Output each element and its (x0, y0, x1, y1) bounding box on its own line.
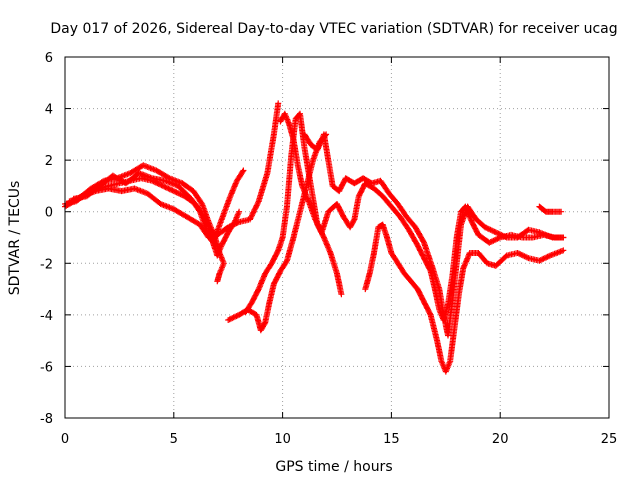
y-tick-label-6: 4 (45, 103, 53, 118)
x-tick-label-5: 25 (601, 432, 618, 447)
series-markers-8 (362, 221, 567, 375)
x-axis-label: GPS time / hours (275, 459, 392, 475)
y-tick-label-3: -2 (40, 257, 53, 272)
x-tick-label-0: 0 (61, 432, 69, 447)
series-markers-7 (301, 131, 567, 339)
plot-frame (64, 56, 610, 419)
x-tick-label-2: 10 (274, 432, 291, 447)
series-track-8 (301, 131, 567, 339)
series-track-7 (277, 110, 567, 323)
series-markers-6 (277, 110, 567, 323)
y-tick-label-0: -8 (40, 412, 53, 427)
y-axis-label: SDTVAR / TECUs (7, 181, 23, 296)
series-markers-9 (536, 203, 565, 215)
series-markers-2 (66, 100, 282, 241)
series-track-4 (70, 167, 247, 246)
x-tick-label-1: 5 (170, 432, 178, 447)
data-points (62, 100, 567, 375)
series-track-5 (225, 131, 330, 334)
axis-ticks: 0 5 10 15 20 25 -8 -6 -4 -2 0 2 4 6 (40, 51, 617, 447)
y-tick-label-1: -6 (40, 360, 53, 375)
series-track-9 (362, 221, 567, 375)
y-tick-label-5: 2 (45, 154, 53, 169)
series-markers-3 (70, 167, 247, 246)
series-track-3 (66, 100, 282, 241)
x-tick-label-3: 15 (383, 432, 400, 447)
y-tick-label-7: 6 (45, 51, 53, 66)
y-tick-label-4: 0 (45, 206, 53, 221)
y-tick-label-2: -4 (40, 309, 53, 324)
x-tick-label-4: 20 (492, 432, 509, 447)
series-track-10 (536, 203, 565, 215)
series-markers-4 (225, 131, 330, 334)
chart-title: Day 017 of 2026, Sidereal Day-to-day VTE… (50, 21, 617, 37)
